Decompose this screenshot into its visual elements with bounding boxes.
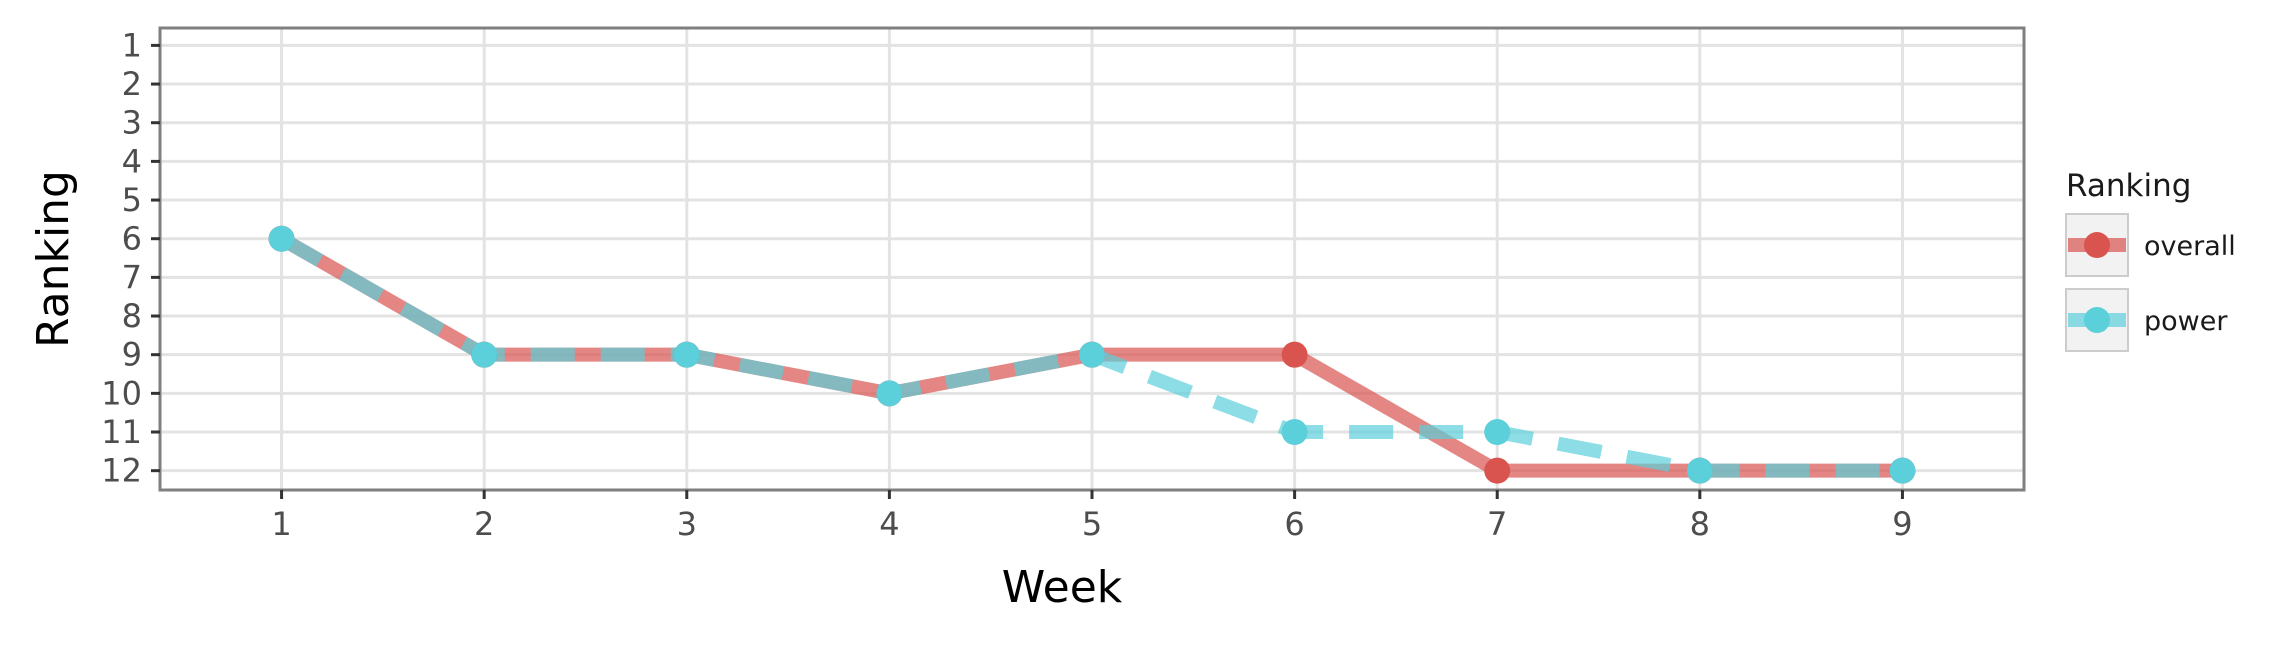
point-power (268, 225, 295, 252)
y-tick-label: 1 (122, 26, 142, 64)
legend-item-power: power (2065, 288, 2228, 352)
x-tick-label: 4 (879, 505, 899, 543)
y-tick-label: 7 (122, 258, 142, 296)
point-overall (1484, 457, 1511, 484)
y-tick-label: 5 (122, 181, 142, 219)
point-power (471, 341, 498, 368)
point-power (673, 341, 700, 368)
point-overall (1281, 341, 1308, 368)
y-tick-label: 6 (122, 220, 142, 258)
x-tick-label: 9 (1892, 505, 1912, 543)
point-power (1889, 457, 1916, 484)
x-axis-title: Week (1002, 562, 1123, 613)
x-tick-label: 1 (271, 505, 291, 543)
y-tick-label: 2 (122, 65, 142, 103)
y-tick-label: 10 (101, 374, 142, 412)
series (268, 225, 1916, 484)
y-tick-label: 3 (122, 104, 142, 142)
y-tick-label: 12 (101, 452, 142, 490)
point-power (1079, 341, 1105, 368)
point-power (876, 380, 903, 407)
legend-title: Ranking (2066, 168, 2191, 204)
legend-label: power (2144, 306, 2228, 337)
x-tick-label: 7 (1487, 505, 1507, 543)
y-tick-label: 4 (122, 142, 142, 180)
legend-point (2084, 232, 2110, 258)
y-axis-title: Ranking (28, 170, 79, 348)
y-tick-label: 11 (101, 413, 142, 451)
y-tick-label: 9 (122, 336, 142, 374)
x-tick-label: 8 (1690, 505, 1710, 543)
x-tick-label: 2 (474, 505, 494, 543)
point-power (1686, 457, 1713, 484)
point-power (1484, 419, 1511, 446)
x-tick-label: 6 (1284, 505, 1304, 543)
legend-item-overall: overall (2065, 213, 2236, 277)
legend-label: overall (2144, 231, 2236, 262)
legend: Ranking overall power (2065, 168, 2236, 352)
y-tick-label: 8 (122, 297, 142, 335)
x-tick-label: 5 (1082, 505, 1102, 543)
legend-point (2084, 307, 2110, 333)
x-tick-label: 3 (677, 505, 697, 543)
point-power (1281, 419, 1308, 446)
